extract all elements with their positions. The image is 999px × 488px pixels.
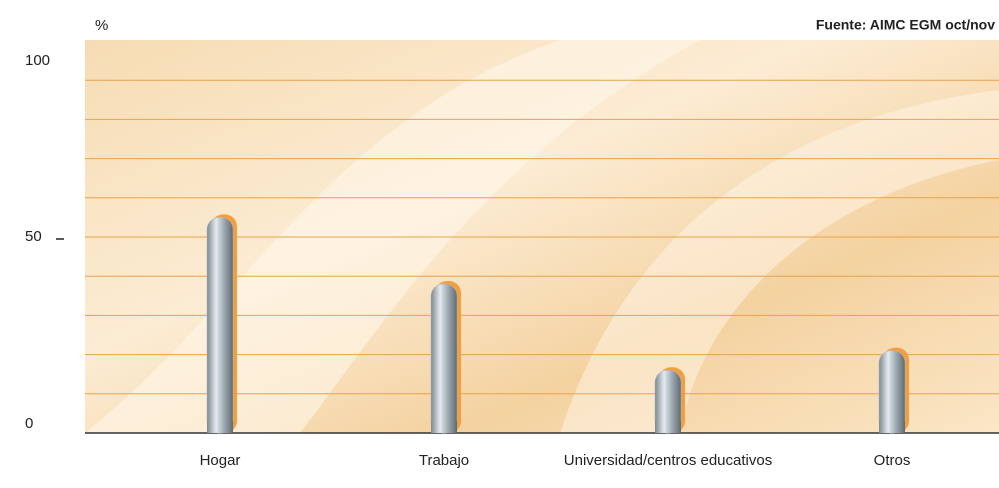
x-tick-label: Trabajo bbox=[419, 452, 469, 469]
x-tick-label: Universidad/centros educativos bbox=[564, 452, 772, 469]
y-tick-label: 50 bbox=[25, 228, 42, 245]
bar bbox=[878, 350, 906, 434]
background-swoosh bbox=[560, 90, 999, 433]
source: Fuente: AIMC EGM oct/nov bbox=[816, 17, 995, 33]
x-tick-label: Hogar bbox=[200, 452, 241, 469]
y-tick-label: 100 bbox=[25, 52, 50, 69]
bar-foot bbox=[431, 421, 457, 433]
y-unit: % bbox=[95, 17, 108, 34]
bar-foot bbox=[207, 421, 233, 433]
bar bbox=[206, 217, 234, 434]
bar-foot bbox=[655, 421, 681, 433]
y-tick-label: 0 bbox=[25, 415, 33, 432]
bar bbox=[430, 283, 458, 434]
bar-foot bbox=[879, 421, 905, 433]
x-tick-label: Otros bbox=[874, 452, 911, 469]
